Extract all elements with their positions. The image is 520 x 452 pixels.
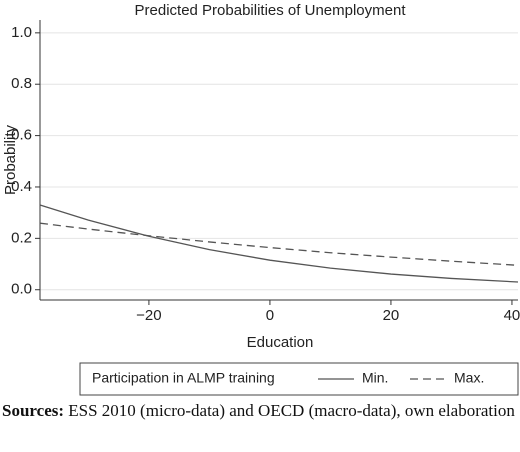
y-tick-label: 0.0: [11, 281, 32, 298]
x-tick-label: −20: [136, 307, 161, 324]
legend-label: Max.: [454, 370, 484, 386]
y-tick-label: 1.0: [11, 24, 32, 41]
source-note: Sources: ESS 2010 (micro-data) and OECD …: [2, 400, 517, 421]
legend-box: [79, 362, 519, 396]
x-axis-label: Education: [247, 334, 314, 351]
series-line: [39, 204, 519, 283]
y-tick-label: 0.8: [11, 75, 32, 92]
source-label: Sources:: [2, 401, 65, 420]
x-tick-label: 40: [504, 307, 520, 324]
legend-title: Participation in ALMP training: [92, 370, 275, 386]
x-tick-label: 20: [383, 307, 400, 324]
chart: Predicted Probabilities of Unemployment …: [2, 2, 520, 396]
y-tick-label: 0.2: [11, 229, 32, 246]
legend-label: Min.: [362, 370, 388, 386]
chart-title: Predicted Probabilities of Unemployment: [135, 2, 407, 19]
source-text: ESS 2010 (micro-data) and OECD (macro-da…: [68, 401, 515, 420]
series-line: [39, 222, 519, 266]
x-tick-label: 0: [266, 307, 274, 324]
y-tick-label: 0.6: [11, 127, 32, 144]
y-tick-label: 0.4: [11, 178, 32, 195]
y-axis-label: Probability: [2, 124, 19, 195]
